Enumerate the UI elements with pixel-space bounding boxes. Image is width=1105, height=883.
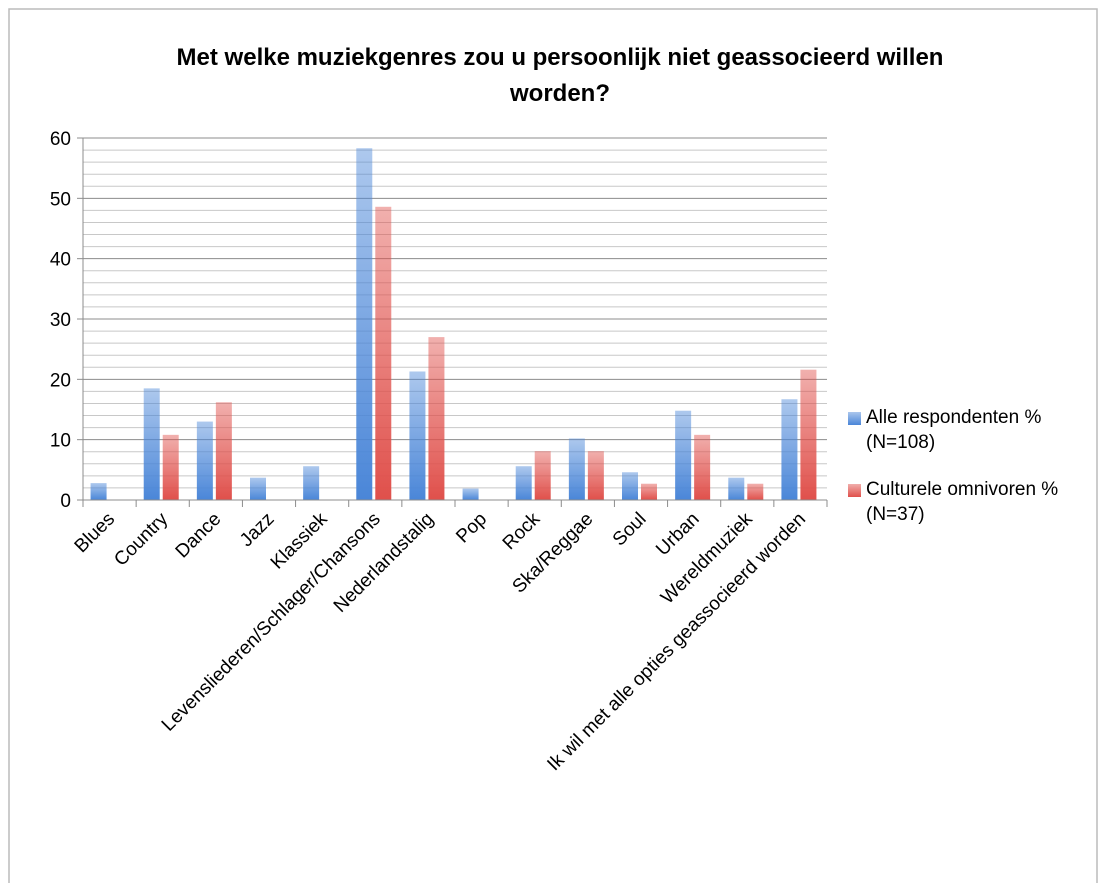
bar	[747, 483, 764, 500]
y-tick-label: 60	[50, 129, 71, 150]
bar	[781, 399, 798, 500]
bar	[90, 483, 107, 500]
bar	[196, 421, 213, 500]
bar	[622, 472, 638, 500]
bar	[675, 410, 692, 500]
bar	[587, 451, 604, 500]
legend-swatch	[848, 412, 861, 425]
bar	[641, 483, 657, 500]
x-tick-label: Pop	[452, 509, 491, 548]
y-tick-label: 40	[50, 250, 71, 271]
bar	[694, 434, 711, 500]
bar	[728, 477, 745, 500]
x-tick-label: Soul	[609, 509, 651, 551]
x-tick-label: Urban	[652, 509, 703, 560]
x-tick-label: Jazz	[236, 509, 278, 551]
chart-title: Met welke muziekgenres zou u persoonlijk…	[176, 44, 944, 107]
bar	[534, 451, 551, 500]
bar	[356, 148, 373, 501]
bar	[215, 402, 232, 500]
legend-swatch	[848, 484, 861, 497]
x-tick-label: Dance	[172, 509, 226, 563]
legend-label: Alle respondenten % (N=108)	[866, 407, 1042, 453]
bar	[250, 477, 266, 500]
bar	[428, 337, 445, 500]
y-tick-label: 10	[50, 431, 71, 452]
y-tick-label: 20	[50, 370, 71, 391]
y-tick-label: 50	[50, 189, 71, 210]
y-tick-label: 0	[60, 491, 71, 512]
bar	[303, 466, 320, 500]
bar	[409, 371, 426, 500]
bar	[143, 388, 160, 500]
x-tick-label: Blues	[71, 509, 119, 557]
x-tick-label: Country	[110, 508, 172, 570]
bar	[515, 466, 532, 500]
legend-label: Culturele omnivoren % (N=37)	[866, 479, 1059, 525]
x-tick-label: Rock	[499, 508, 545, 554]
y-tick-label: 30	[50, 310, 71, 331]
bar	[162, 434, 179, 500]
x-tick-label: Wereldmuziek	[657, 508, 757, 608]
bar	[568, 438, 585, 500]
chart-border	[8, 8, 1098, 883]
x-tick-label: Nederlandstalig	[330, 509, 438, 617]
bar	[375, 206, 392, 500]
bar	[462, 488, 479, 500]
bar	[800, 369, 817, 500]
